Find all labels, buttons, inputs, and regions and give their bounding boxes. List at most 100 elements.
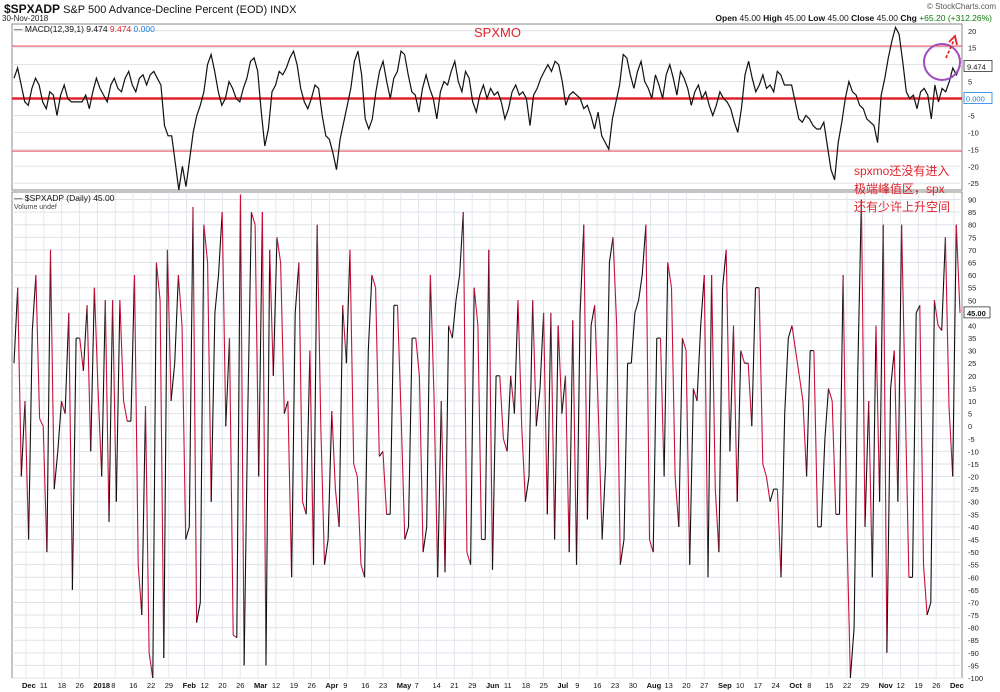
adp-tick-label: 40 — [968, 321, 976, 330]
adp-segment — [674, 476, 680, 527]
adp-segment — [849, 627, 855, 679]
adp-tick-label: 55 — [968, 284, 976, 293]
adp-segment — [700, 275, 705, 326]
adp-segment — [451, 300, 457, 339]
adp-tick-label: 0 — [968, 422, 972, 431]
adp-segment — [327, 411, 333, 540]
adp-tick-label: -100 — [968, 674, 983, 683]
adp-segment — [174, 275, 179, 364]
adp-segment — [64, 312, 70, 414]
adp-segment — [130, 275, 136, 422]
adp-segment — [407, 338, 413, 527]
adp-segment — [185, 526, 190, 540]
adp-segment — [663, 262, 669, 477]
adp-segment — [886, 388, 892, 653]
x-tick-label: 29 — [861, 681, 869, 690]
adp-segment — [97, 388, 103, 477]
adp-segment — [864, 400, 870, 527]
adp-segment — [137, 564, 143, 616]
adp-segment — [24, 400, 30, 540]
adp-segment — [765, 476, 771, 502]
adp-segment — [634, 300, 640, 314]
adp-segment — [762, 463, 767, 477]
adp-segment — [415, 338, 420, 376]
chg-label: Chg — [900, 13, 917, 23]
adp-segment — [93, 287, 99, 389]
adp-tick-label: -45 — [968, 536, 979, 545]
adp-segment — [616, 325, 621, 565]
adp-segment — [583, 224, 588, 520]
x-tick-label: 16 — [593, 681, 601, 690]
x-tick-label: 24 — [772, 681, 780, 690]
annotation-arrowhead — [948, 34, 958, 46]
adp-segment — [729, 325, 735, 452]
adp-tick-label: 15 — [968, 384, 976, 393]
x-tick-label: 18 — [522, 681, 530, 690]
x-tick-label: 8 — [111, 681, 115, 690]
x-tick-label: 21 — [450, 681, 458, 690]
adp-segment — [575, 312, 581, 565]
annotation-note-line: spxmo还没有进入 — [854, 164, 950, 178]
adp-segment — [747, 363, 753, 427]
adp-segment — [82, 305, 88, 371]
adp-segment — [725, 249, 731, 452]
annotation-note: spxmo还没有进入 极端峰值区，spx 还有少许上升空间 — [854, 162, 950, 216]
x-tick-label: 9 — [343, 681, 347, 690]
adp-segment — [404, 526, 410, 540]
adp-tick-label: 70 — [968, 246, 976, 255]
adp-segment — [689, 388, 694, 565]
adp-segment — [53, 451, 59, 490]
x-tick-label: 14 — [432, 681, 440, 690]
adp-segment — [524, 476, 530, 502]
adp-segment — [944, 237, 950, 407]
adp-segment — [842, 275, 848, 527]
adp-panel: 908580757065605550454035302520151050-5-1… — [11, 191, 991, 690]
adp-segment — [751, 287, 757, 427]
adp-tick-label: -95 — [968, 661, 979, 670]
adp-segment — [532, 300, 537, 427]
adp-tick-label: 65 — [968, 259, 976, 268]
adp-segment — [477, 325, 483, 540]
x-tick-label: 12 — [896, 681, 904, 690]
adp-segment — [331, 411, 336, 490]
adp-segment — [298, 262, 304, 502]
x-tick-label: 29 — [468, 681, 476, 690]
adp-segment — [28, 330, 33, 540]
adp-segment — [623, 363, 629, 540]
adp-segment — [470, 287, 475, 565]
adp-tick-label: 10 — [968, 397, 976, 406]
adp-segment — [590, 305, 596, 326]
adp-last-value: 45.00 — [967, 309, 986, 318]
adp-segment — [922, 564, 928, 616]
adp-segment — [49, 249, 55, 490]
adp-segment — [60, 400, 66, 414]
adp-tick-label: 60 — [968, 271, 976, 280]
adp-segment — [207, 262, 212, 502]
index-name: S&P 500 Advance-Decline Percent (EOD) — [63, 4, 268, 16]
adp-segment — [192, 207, 198, 623]
adp-segment — [820, 438, 826, 527]
adp-segment — [890, 350, 895, 389]
adp-segment — [568, 320, 574, 553]
adp-segment — [13, 287, 19, 364]
adp-segment — [301, 501, 307, 515]
x-tick-label: 26 — [236, 681, 244, 690]
adp-segment — [952, 224, 957, 477]
adp-segment — [882, 224, 888, 653]
ohlc-readout: Open 45.00 High 45.00 Low 45.00 Close 45… — [715, 13, 992, 23]
adp-segment — [736, 350, 742, 502]
x-tick-label: 13 — [664, 681, 672, 690]
x-tick-label: Sep — [718, 681, 732, 690]
x-tick-label: Nov — [879, 681, 894, 690]
adp-tick-label: 85 — [968, 208, 976, 217]
adp-segment — [444, 325, 450, 573]
adp-segment — [353, 463, 358, 477]
exchange-label: INDX — [270, 4, 297, 16]
adp-segment — [546, 312, 552, 515]
adp-segment — [345, 249, 351, 364]
adp-segment — [46, 249, 52, 553]
adp-segment — [521, 426, 526, 502]
adp-segment — [758, 287, 764, 465]
adp-segment — [824, 388, 830, 439]
